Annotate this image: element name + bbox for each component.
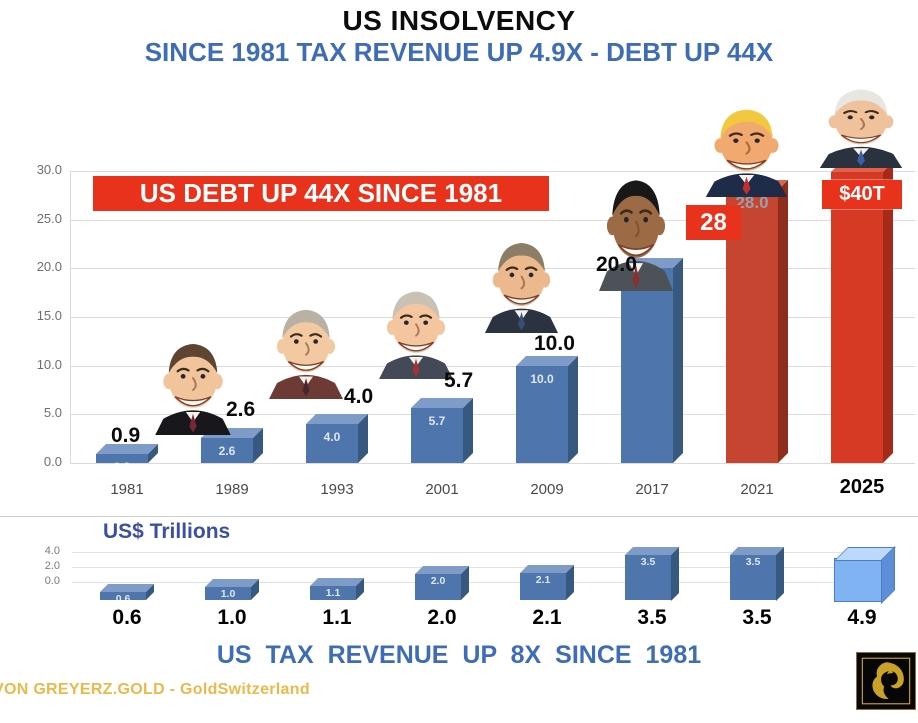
debt-y-tick: 0.0 <box>43 454 62 469</box>
debt-gridline <box>70 268 915 270</box>
revenue-bar-inner-label: 1.1 <box>325 586 341 599</box>
debt-y-tick: 5.0 <box>43 405 62 421</box>
revenue-bar-2017: 3.5 <box>625 546 679 600</box>
debt-y-tick: 10.0 <box>36 356 62 372</box>
debt-value-1989: 2.6 <box>226 397 256 421</box>
debt-badge-2021: 28 <box>686 205 741 240</box>
revenue-gridline <box>72 552 850 553</box>
revenue-bar-1989: 1.0 <box>205 579 259 600</box>
debt-gridline <box>70 219 915 221</box>
debt-value-2009: 10.0 <box>534 331 575 355</box>
x-label-2017: 2017 <box>635 481 669 498</box>
debt-bar-inner-label: 28.0 <box>735 193 769 213</box>
x-label-2009: 2009 <box>530 481 564 498</box>
george-h-w-bush-caricature <box>262 299 350 399</box>
debt-bar-2021-side-face <box>778 180 788 463</box>
debt-gridline <box>70 463 915 464</box>
debt-y-axis <box>70 171 71 464</box>
bill-clinton-caricature <box>372 281 460 379</box>
debt-y-tick: 15.0 <box>36 308 62 323</box>
debt-bar-inner-label: 2.6 <box>218 443 236 458</box>
x-label-2025: 2025 <box>839 476 885 498</box>
revenue-value-1981: 0.6 <box>112 606 142 629</box>
revenue-y-tick: 4.0 <box>44 545 60 557</box>
debt-value-2017: 20.0 <box>596 253 637 277</box>
debt-bar-1989: 2.6 <box>201 427 263 463</box>
donald-trump-caricature <box>698 99 795 197</box>
x-label-2001: 2001 <box>425 481 459 498</box>
revenue-value-2001: 2.0 <box>427 606 457 629</box>
griffin-icon <box>861 657 911 705</box>
revenue-value-2021: 3.5 <box>742 606 772 629</box>
subtitle: SINCE 1981 TAX REVENUE UP 4.9X - DEBT UP… <box>144 37 774 67</box>
revenue-bar-2021: 3.5 <box>730 546 784 600</box>
debt-bar-2017: 20.0 <box>621 258 683 463</box>
debt-label-2025: $40T <box>822 180 902 209</box>
debt-bar-2001-side-face <box>463 397 473 463</box>
debt-bar-2009-side-face <box>568 355 578 463</box>
ronald-reagan-caricature <box>148 333 238 435</box>
revenue-bar-2021-side-face <box>776 546 784 600</box>
revenue-bar-2001-side-face <box>461 566 469 600</box>
debt-bar-2025 <box>831 162 893 463</box>
george-w-bush-caricature <box>478 232 565 333</box>
revenue-bar-2001: 2.0 <box>415 566 469 600</box>
revenue-bar-inner-label: 3.5 <box>640 555 656 568</box>
revenue-axis-label: US$ Trillions <box>103 520 231 543</box>
revenue-y-tick: 2.0 <box>44 560 60 572</box>
debt-bar-inner-label: 10.0 <box>530 371 554 386</box>
debt-bar-1993: 4.0 <box>306 414 368 463</box>
debt-value-2001: 5.7 <box>444 368 474 392</box>
revenue-cube-2025 <box>834 546 896 604</box>
x-label-1981: 1981 <box>110 481 144 498</box>
debt-banner: US DEBT UP 44X SINCE 1981 <box>93 176 549 211</box>
revenue-bar-1981: 0.6 <box>100 584 154 605</box>
revenue-bar-2009-side-face <box>566 564 574 600</box>
debt-y-tick: 20.0 <box>36 259 62 275</box>
revenue-title: US TAX REVENUE UP 8X SINCE 1981 <box>216 641 702 669</box>
debt-bar-inner-label: 0.9 <box>113 460 131 475</box>
revenue-bar-inner-label: 2.0 <box>430 575 446 587</box>
joe-biden-caricature <box>812 80 910 168</box>
x-label-1993: 1993 <box>320 481 354 498</box>
debt-bar-inner-label: 5.7 <box>428 413 446 428</box>
debt-bar-inner-label: 4.0 <box>323 430 341 445</box>
goldswitzerland-logo <box>856 652 916 710</box>
revenue-value-2017: 3.5 <box>637 606 667 629</box>
revenue-value-2009: 2.1 <box>532 606 562 629</box>
revenue-value-1989: 1.0 <box>217 606 247 629</box>
revenue-bar-1993: 1.1 <box>310 577 364 600</box>
debt-gridline <box>70 171 915 172</box>
debt-gridline <box>70 365 915 367</box>
debt-value-1993: 4.0 <box>344 385 374 409</box>
debt-gridline <box>70 414 915 416</box>
debt-y-tick: 25.0 <box>36 210 62 226</box>
x-label-1989: 1989 <box>215 481 249 498</box>
credit-text: VON GREYERZ.GOLD - GoldSwitzerland <box>0 681 310 698</box>
revenue-bar-inner-label: 3.5 <box>745 555 761 568</box>
revenue-bar-2009: 2.1 <box>520 564 574 600</box>
revenue-bar-2017-side-face <box>671 546 679 600</box>
x-label-2021: 2021 <box>740 481 774 498</box>
debt-bar-1981: 0.9 <box>96 444 158 474</box>
revenue-value-1993: 1.1 <box>322 606 352 629</box>
revenue-value-2025: 4.9 <box>847 606 877 629</box>
revenue-bar-inner-label: 0.6 <box>115 593 131 606</box>
section-divider <box>0 516 918 517</box>
revenue-y-tick: 0.0 <box>44 575 60 587</box>
debt-value-1981: 0.9 <box>111 424 141 448</box>
debt-y-tick: 30.0 <box>36 162 62 177</box>
debt-bar-2001: 5.7 <box>411 397 473 463</box>
barack-obama-caricature <box>592 167 680 291</box>
revenue-bar-inner-label: 1.0 <box>220 588 236 600</box>
debt-bar-2009: 10.0 <box>516 355 578 463</box>
main-title: US INSOLVENCY <box>342 5 576 36</box>
revenue-bar-inner-label: 2.1 <box>535 573 551 586</box>
